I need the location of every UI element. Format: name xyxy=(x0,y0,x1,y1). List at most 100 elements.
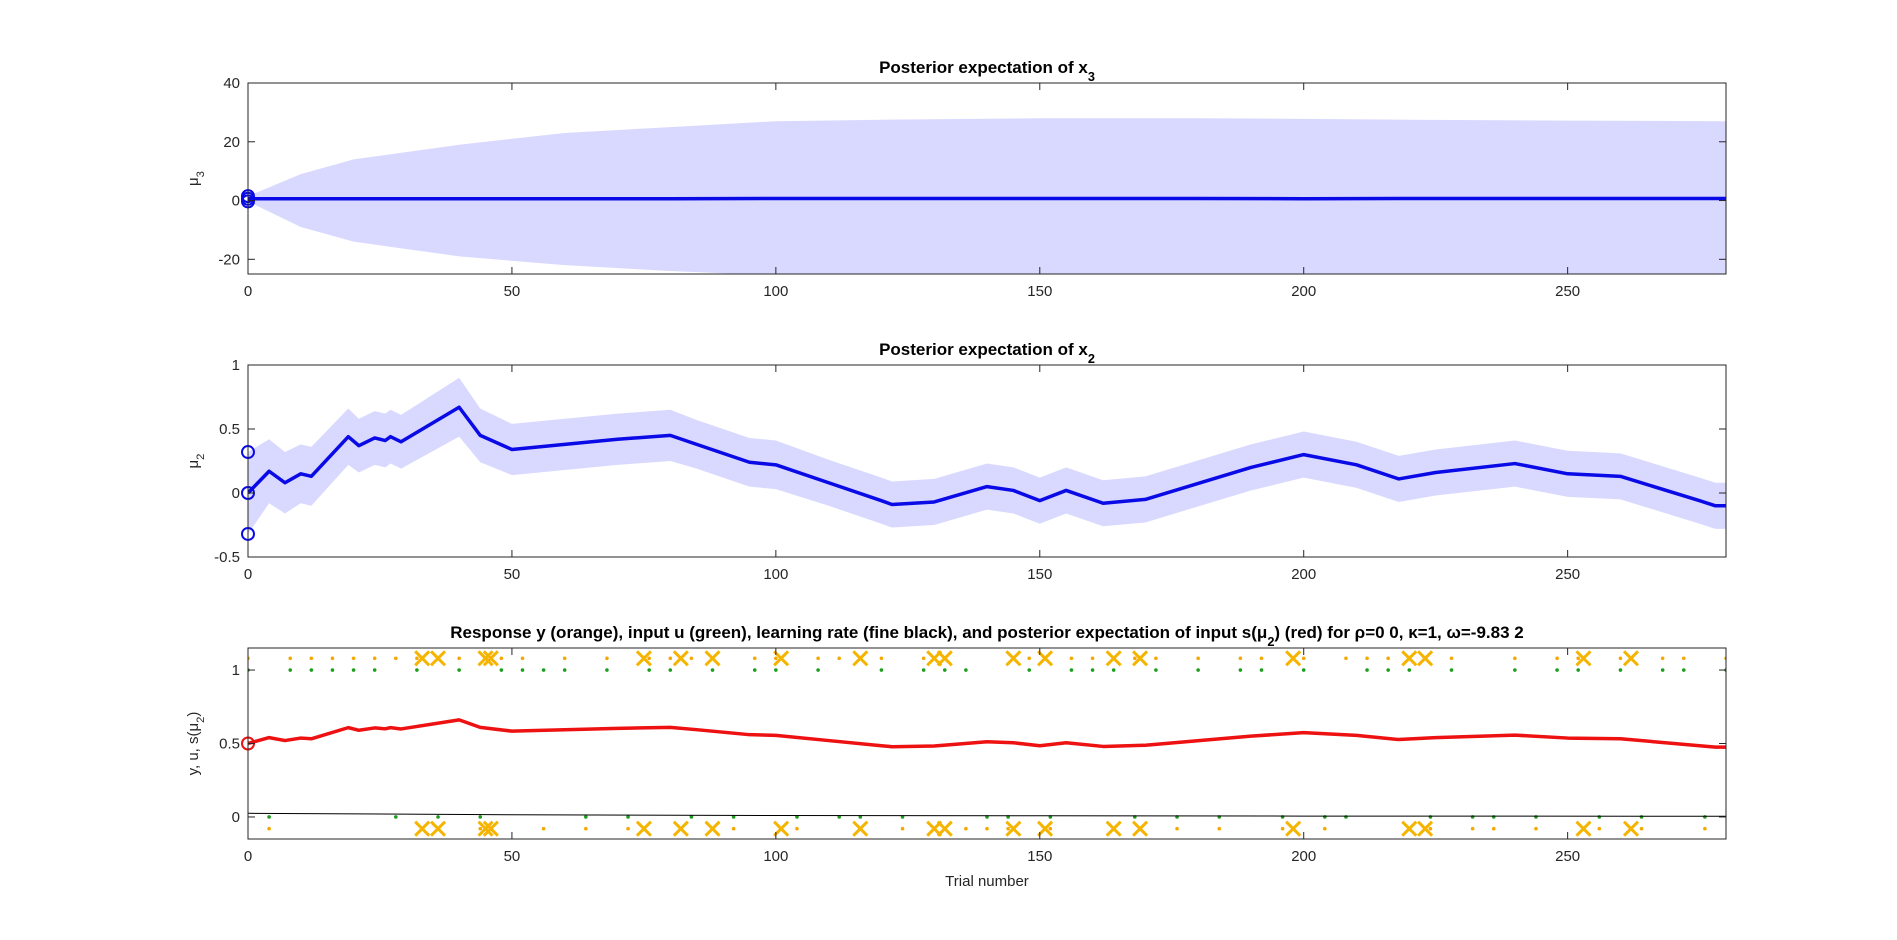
data-dot xyxy=(1027,668,1032,672)
data-dot xyxy=(921,656,926,661)
data-dot xyxy=(394,815,398,819)
irregular-cross xyxy=(936,820,953,837)
data-dot xyxy=(1513,668,1517,672)
irregular-cross xyxy=(672,650,689,667)
data-line xyxy=(248,405,1726,508)
chart-title: Response y (orange), input u (green), le… xyxy=(450,623,1523,649)
data-dot xyxy=(1301,668,1306,672)
irregular-cross xyxy=(852,650,869,667)
data-dot xyxy=(752,668,757,672)
data-dot xyxy=(1217,826,1222,831)
data-dot xyxy=(1344,656,1348,661)
chart-title-part: Posterior expectation of x xyxy=(879,58,1088,77)
chart-title-part: 3 xyxy=(1088,69,1095,84)
data-dot xyxy=(1365,656,1369,661)
data-dot xyxy=(668,668,673,672)
data-dot xyxy=(1280,826,1285,831)
data-dot xyxy=(900,826,905,831)
irregular-cross xyxy=(1285,650,1302,667)
x-tick-label: 150 xyxy=(1027,566,1052,583)
y-axis-label-part: 3 xyxy=(195,171,207,177)
data-dot xyxy=(626,826,630,831)
data-dot xyxy=(267,826,271,831)
data-dot xyxy=(330,668,335,672)
data-dot xyxy=(457,668,461,672)
chart-title-part: 2 xyxy=(1267,634,1274,649)
irregular-cross xyxy=(1285,820,1302,837)
subplot: 0 50 100 150 200 250 0 0.5 1 Response y (orange),… xyxy=(185,623,1727,890)
irregular-cross xyxy=(852,820,869,837)
data-dot xyxy=(1639,826,1644,831)
y-tick-label: 0 xyxy=(232,485,240,502)
irregular-cross xyxy=(1132,650,1149,667)
y-axis-label-part: y, u, s(μ xyxy=(185,723,202,776)
irregular-cross xyxy=(1401,820,1418,837)
data-dot xyxy=(1301,656,1306,661)
x-tick-label: 250 xyxy=(1555,283,1580,300)
irregular-cross xyxy=(936,650,953,667)
data-dot xyxy=(647,668,651,672)
irregular-cross xyxy=(1105,820,1122,837)
data-dot xyxy=(879,668,884,672)
irregular-cross xyxy=(1622,820,1640,837)
data-dot xyxy=(1154,656,1158,661)
chart-title: Posterior expectation of x3 xyxy=(879,58,1095,84)
variance-band xyxy=(248,118,1726,274)
data-dot xyxy=(689,656,694,661)
data-dot xyxy=(1660,656,1665,661)
irregular-cross xyxy=(1105,650,1122,667)
data-dot xyxy=(1196,656,1200,661)
data-dot xyxy=(985,826,989,831)
y-tick-label: 20 xyxy=(223,134,240,151)
y-tick-label: 0 xyxy=(232,193,240,210)
data-dot xyxy=(520,668,525,672)
data-dot xyxy=(309,656,314,661)
data-dot xyxy=(1513,656,1517,661)
y-tick-label: 0.5 xyxy=(219,736,240,753)
data-dot xyxy=(1111,668,1116,672)
x-tick-label: 50 xyxy=(504,283,521,300)
x-tick-label: 50 xyxy=(504,566,521,583)
data-dot xyxy=(731,815,736,819)
plot-layer xyxy=(248,377,1726,534)
data-dot xyxy=(1238,656,1243,661)
irregular-cross xyxy=(1417,650,1434,667)
variance-band xyxy=(248,377,1726,534)
data-dot xyxy=(1259,656,1264,661)
data-dot xyxy=(1365,668,1369,672)
data-dot xyxy=(372,668,377,672)
data-dot xyxy=(541,826,546,831)
plot-layer xyxy=(248,650,1726,837)
data-dot xyxy=(921,668,926,672)
data-dot xyxy=(1428,826,1433,831)
data-dot xyxy=(1069,668,1074,672)
data-dot xyxy=(351,656,356,661)
x-tick-label: 100 xyxy=(763,566,788,583)
irregular-cross xyxy=(635,820,652,837)
x-tick-label: 100 xyxy=(763,848,788,865)
y-axis-label: μ2 xyxy=(185,454,207,469)
x-tick-label: 200 xyxy=(1291,566,1316,583)
data-dot xyxy=(795,815,799,819)
y-axis-label-part: ) xyxy=(185,712,202,717)
y-tick-label: -20 xyxy=(218,251,240,268)
irregular-cross xyxy=(1036,650,1054,667)
data-dot xyxy=(1618,656,1623,661)
irregular-cross xyxy=(1417,820,1434,837)
irregular-cross xyxy=(414,820,431,837)
x-tick-label: 250 xyxy=(1555,848,1580,865)
data-dot xyxy=(1576,668,1580,672)
irregular-cross xyxy=(635,650,652,667)
data-dot xyxy=(1597,826,1602,831)
y-tick-label: 0.5 xyxy=(219,421,240,438)
irregular-cross xyxy=(672,820,689,837)
x-tick-label: 150 xyxy=(1027,283,1052,300)
data-dot xyxy=(1618,668,1623,672)
axes-box xyxy=(247,364,1727,558)
data-dot xyxy=(1006,826,1010,831)
y-tick-label: 40 xyxy=(223,75,240,92)
data-dot xyxy=(330,656,335,661)
